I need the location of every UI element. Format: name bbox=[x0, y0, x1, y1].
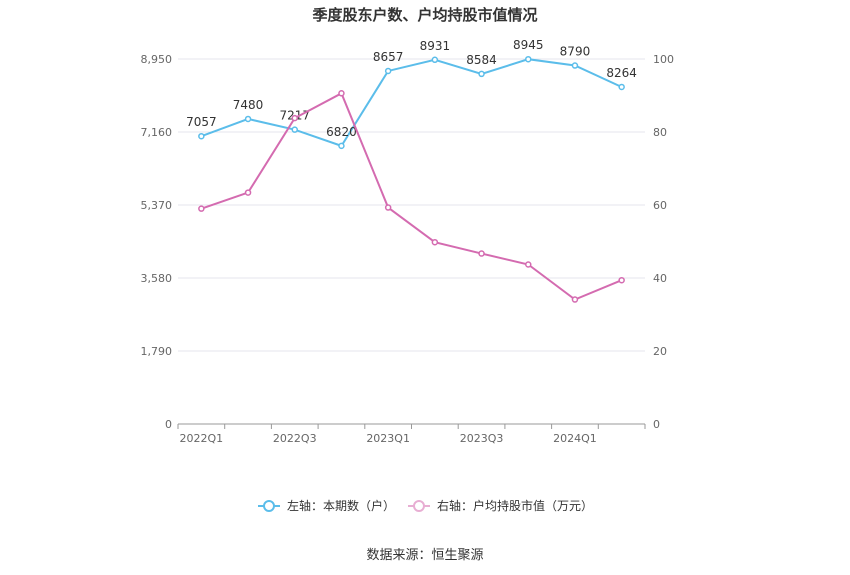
data-label: 8945 bbox=[513, 38, 544, 52]
data-point bbox=[244, 189, 252, 196]
data-source: 数据来源：恒生聚源 bbox=[366, 548, 483, 563]
legend-right-marker bbox=[413, 500, 425, 512]
left-tick-label: 3,580 bbox=[141, 272, 173, 285]
grid bbox=[178, 58, 645, 352]
data-point bbox=[244, 115, 252, 123]
data-point bbox=[525, 55, 532, 63]
legend-item-right[interactable]: 右轴：户均持股市值（万元） bbox=[408, 498, 593, 513]
series-right bbox=[198, 90, 625, 303]
data-point bbox=[478, 70, 485, 78]
left-tick-label: 5,370 bbox=[141, 199, 173, 212]
legend-left-marker bbox=[263, 500, 275, 512]
data-point bbox=[525, 261, 532, 268]
data-label: 8584 bbox=[466, 53, 497, 67]
legend-left-label: 左轴：本期数（户） bbox=[287, 498, 395, 513]
data-point bbox=[618, 83, 625, 91]
legend: 左轴：本期数（户） 右轴：户均持股市值（万元） bbox=[258, 498, 593, 513]
series-line-left bbox=[201, 58, 623, 148]
series-left: 7057748072176820865789318584894587908264 bbox=[186, 38, 637, 150]
series-layer: 7057748072176820865789318584894587908264 bbox=[186, 38, 637, 303]
data-point bbox=[571, 296, 579, 303]
x-axis: 2022Q1 2022Q3 2023Q1 2023Q3 2024Q1 bbox=[177, 423, 646, 445]
legend-item-left[interactable]: 左轴：本期数（户） bbox=[258, 498, 395, 513]
data-point bbox=[618, 276, 625, 284]
data-point bbox=[198, 205, 205, 212]
x-tick-label: 2022Q3 bbox=[273, 432, 317, 445]
data-point bbox=[384, 204, 392, 211]
data-label: 8931 bbox=[420, 39, 451, 53]
right-tick-label: 40 bbox=[653, 272, 667, 285]
left-tick-label: 8,950 bbox=[141, 53, 173, 66]
right-tick-label: 20 bbox=[653, 345, 667, 358]
data-point bbox=[291, 126, 298, 133]
legend-right-label: 右轴：户均持股市值（万元） bbox=[437, 498, 593, 513]
chart-title: 季度股东户数、户均持股市值情况 bbox=[312, 6, 537, 24]
x-tick-label: 2024Q1 bbox=[553, 432, 597, 445]
right-tick-label: 0 bbox=[653, 418, 660, 431]
data-point bbox=[384, 67, 392, 75]
data-point bbox=[338, 90, 345, 97]
data-point bbox=[431, 56, 439, 64]
data-point bbox=[431, 238, 439, 246]
left-tick-label: 0 bbox=[165, 418, 172, 431]
data-label: 8264 bbox=[606, 66, 637, 80]
data-label: 6820 bbox=[326, 125, 357, 139]
data-point bbox=[198, 132, 205, 140]
data-point bbox=[338, 142, 345, 150]
x-tick-label: 2023Q3 bbox=[460, 432, 504, 445]
data-point bbox=[571, 62, 579, 69]
data-label: 8657 bbox=[373, 50, 404, 64]
right-tick-label: 80 bbox=[653, 126, 667, 139]
right-tick-label: 100 bbox=[653, 53, 674, 66]
data-label: 7480 bbox=[233, 98, 264, 112]
data-point bbox=[291, 114, 298, 122]
data-label: 8790 bbox=[560, 45, 591, 59]
right-tick-label: 60 bbox=[653, 199, 667, 212]
left-tick-label: 7,160 bbox=[141, 126, 173, 139]
data-label: 7057 bbox=[186, 115, 217, 129]
left-tick-label: 1,790 bbox=[141, 345, 173, 358]
left-axis: 0 1,790 3,580 5,370 7,160 8,950 bbox=[141, 53, 173, 431]
series-line-right bbox=[201, 91, 623, 301]
x-tick-label: 2022Q1 bbox=[180, 432, 224, 445]
data-point bbox=[478, 250, 485, 257]
right-axis: 0 20 40 60 80 100 bbox=[653, 53, 674, 431]
x-tick-label: 2023Q1 bbox=[366, 432, 410, 445]
